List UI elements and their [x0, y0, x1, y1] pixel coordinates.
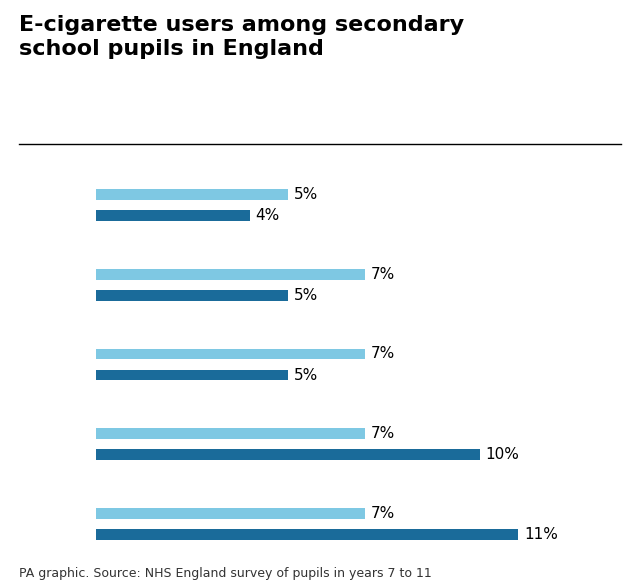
Bar	[96, 428, 365, 439]
Text: 7%: 7%	[371, 267, 395, 282]
Bar	[96, 508, 365, 519]
Text: 7%: 7%	[371, 346, 395, 362]
Text: 5%: 5%	[294, 288, 318, 303]
Bar	[96, 370, 288, 380]
Text: 5%: 5%	[294, 187, 318, 202]
Text: E-cigarette users among secondary
school pupils in England: E-cigarette users among secondary school…	[19, 15, 465, 59]
Text: 7%: 7%	[371, 506, 395, 521]
Text: PA graphic. Source: NHS England survey of pupils in years 7 to 11: PA graphic. Source: NHS England survey o…	[19, 567, 432, 580]
Text: 7%: 7%	[371, 426, 395, 441]
Text: 4%: 4%	[255, 208, 280, 223]
Text: 10%: 10%	[486, 447, 520, 462]
Bar	[96, 189, 288, 200]
Bar	[96, 210, 250, 221]
Bar	[96, 269, 365, 280]
Bar	[96, 449, 480, 460]
Bar	[96, 290, 288, 301]
Bar	[96, 529, 518, 540]
Text: 11%: 11%	[524, 527, 558, 542]
Bar	[96, 349, 365, 359]
Text: 5%: 5%	[294, 367, 318, 383]
